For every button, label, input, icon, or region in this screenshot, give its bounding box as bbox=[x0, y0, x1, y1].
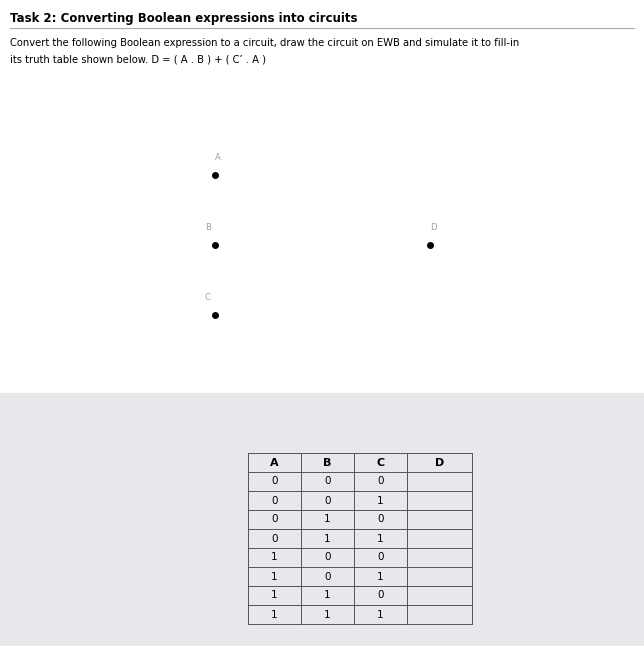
Text: 0: 0 bbox=[271, 495, 278, 506]
Text: C: C bbox=[377, 457, 384, 468]
Text: B: B bbox=[205, 223, 211, 232]
Text: 0: 0 bbox=[377, 552, 384, 563]
Text: 0: 0 bbox=[377, 477, 384, 486]
Text: 0: 0 bbox=[271, 534, 278, 543]
Text: B: B bbox=[323, 457, 332, 468]
Text: 1: 1 bbox=[324, 534, 331, 543]
Text: C: C bbox=[205, 293, 211, 302]
Text: D: D bbox=[435, 457, 444, 468]
Text: Task 2: Converting Boolean expressions into circuits: Task 2: Converting Boolean expressions i… bbox=[10, 12, 357, 25]
Text: 1: 1 bbox=[377, 534, 384, 543]
Text: 0: 0 bbox=[324, 495, 331, 506]
Text: 0: 0 bbox=[271, 477, 278, 486]
Bar bbox=[0, 393, 644, 646]
Text: 0: 0 bbox=[271, 514, 278, 525]
Text: 1: 1 bbox=[324, 514, 331, 525]
Text: 0: 0 bbox=[324, 477, 331, 486]
Text: A: A bbox=[270, 457, 279, 468]
Text: 1: 1 bbox=[271, 572, 278, 581]
Text: its truth table shown below. D = ( A . B ) + ( C’ . A ): its truth table shown below. D = ( A . B… bbox=[10, 54, 266, 64]
Text: 1: 1 bbox=[271, 609, 278, 620]
Text: 0: 0 bbox=[377, 514, 384, 525]
Text: Convert the following Boolean expression to a circuit, draw the circuit on EWB a: Convert the following Boolean expression… bbox=[10, 38, 519, 48]
Text: 1: 1 bbox=[271, 552, 278, 563]
Text: D: D bbox=[430, 223, 437, 232]
Text: 1: 1 bbox=[324, 590, 331, 601]
Text: 0: 0 bbox=[324, 552, 331, 563]
Text: A: A bbox=[215, 153, 221, 162]
Text: 1: 1 bbox=[377, 609, 384, 620]
Text: 0: 0 bbox=[324, 572, 331, 581]
Text: 1: 1 bbox=[377, 495, 384, 506]
Text: 1: 1 bbox=[324, 609, 331, 620]
Text: 0: 0 bbox=[377, 590, 384, 601]
Text: 1: 1 bbox=[271, 590, 278, 601]
Text: 1: 1 bbox=[377, 572, 384, 581]
